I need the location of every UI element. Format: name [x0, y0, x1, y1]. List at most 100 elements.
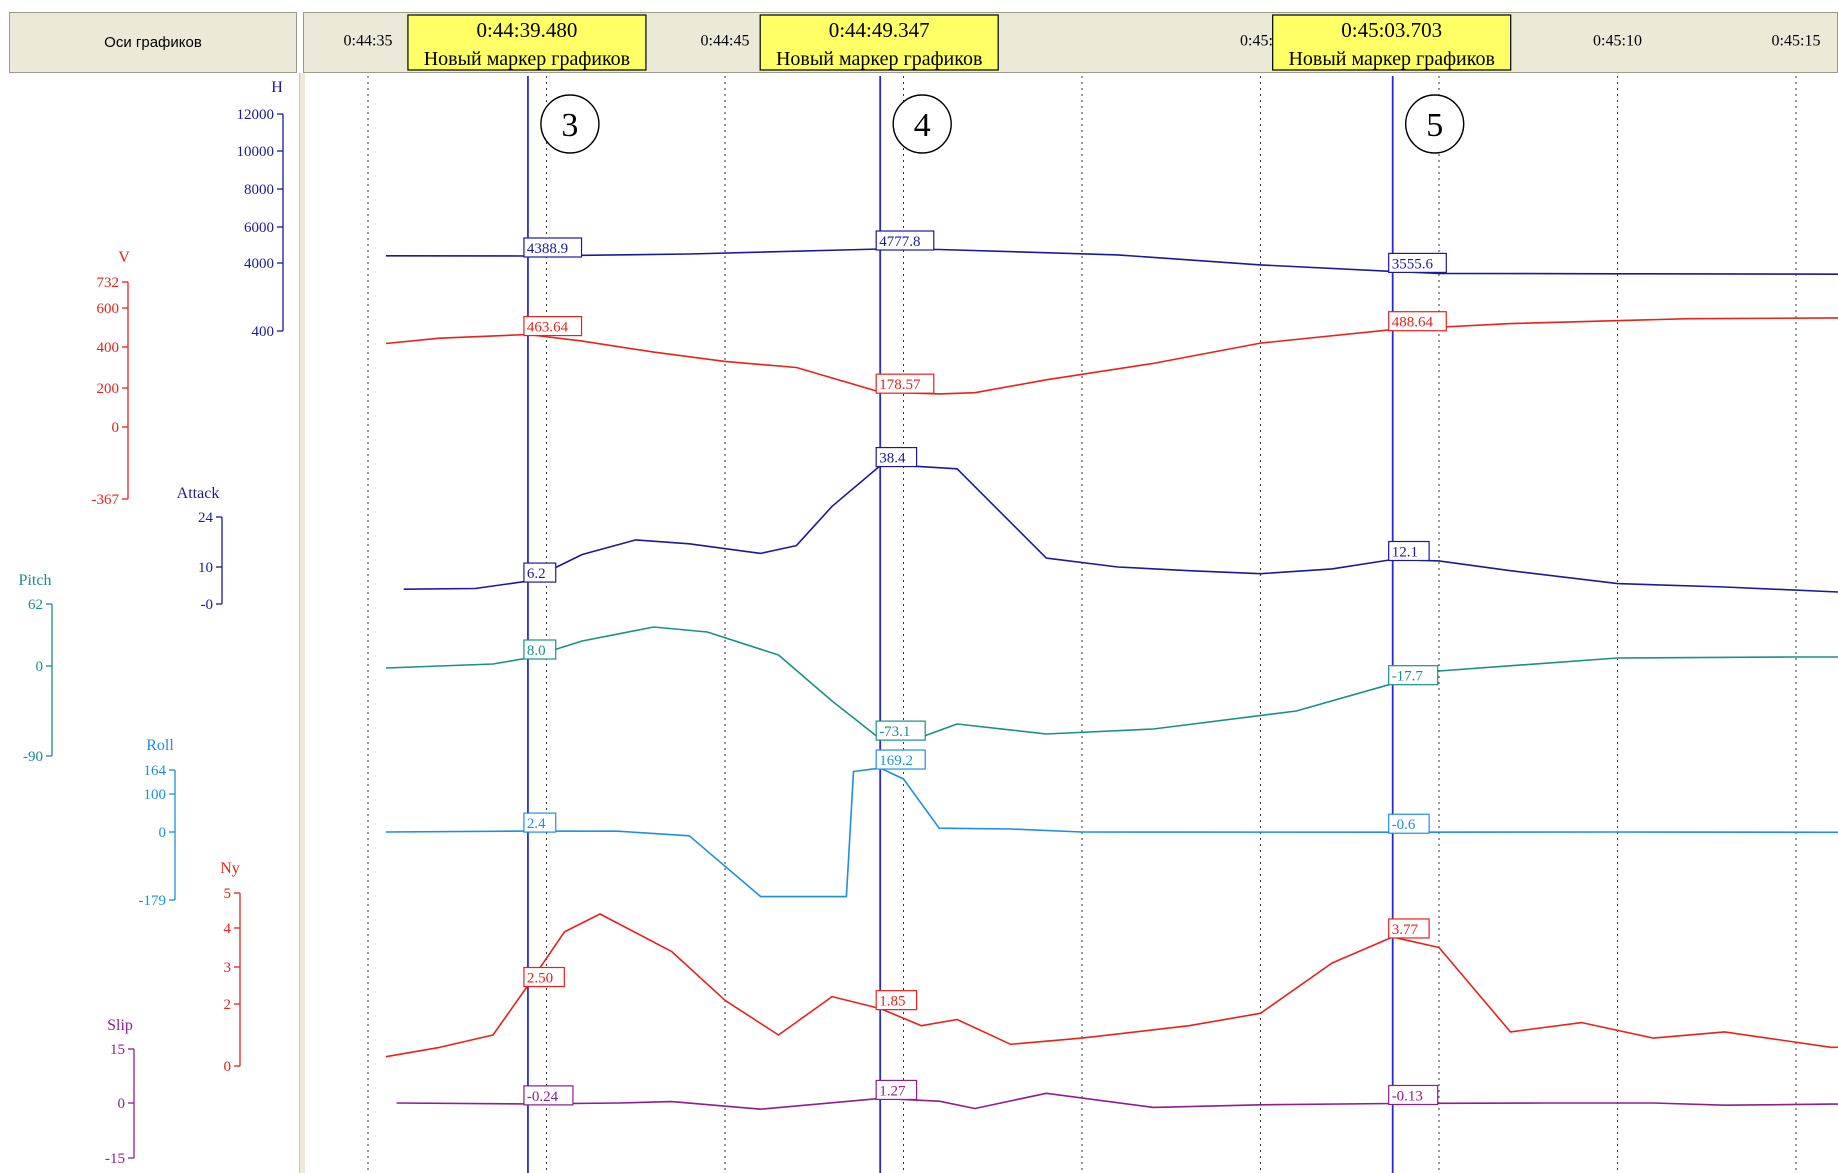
time-tick-label-2: 0:44:45 [701, 33, 750, 50]
v-axis-tick-label-3: 200 [97, 381, 120, 397]
v-axis-tick-label-5: -367 [92, 492, 120, 508]
pitch-marker-value-2: -17.7 [1392, 669, 1424, 685]
ny-series-line [385, 913, 1838, 1058]
marker-number-circle-2 [1404, 94, 1465, 154]
pitch-marker-value-1: -73.1 [879, 724, 910, 740]
ny-axis-tick-label-2: 3 [224, 960, 232, 976]
slip-marker-value-0: -0.24 [527, 1089, 559, 1105]
ny-axis-title: Ny [220, 860, 240, 877]
v-marker-value-0: 463.64 [527, 320, 569, 336]
pitch-axis-tick-label-2: -90 [23, 749, 43, 765]
ny-axis-tick-label-4: 0 [224, 1059, 232, 1075]
attack-axis-title: Attack [177, 485, 220, 502]
roll-series-line [385, 767, 1838, 898]
v-axis-title: V [118, 249, 130, 266]
marker-number-2: 5 [1426, 107, 1443, 144]
slip-marker-value-box-0 [523, 1085, 574, 1106]
slip-axis-title: Slip [107, 1017, 133, 1034]
pitch-series-line [385, 626, 1838, 740]
attack-marker-value-box-2 [1388, 540, 1430, 562]
v-series-line [385, 317, 1838, 395]
h-axis-tick-label-2: 8000 [244, 182, 274, 198]
h-marker-value-box-1 [875, 230, 935, 251]
pitch-axis-tick-label-0: 62 [28, 597, 43, 613]
attack-axis-tick-label-0: 24 [198, 510, 214, 526]
attack-axis-tick-label-1: 10 [198, 560, 213, 576]
h-marker-value-2: 3555.6 [1392, 256, 1434, 272]
attack-marker-value-2: 12.1 [1392, 545, 1418, 561]
marker-number-circle-1 [892, 94, 952, 154]
marker-name-label-1: Новый маркер графиков [776, 48, 982, 70]
panel-splitter[interactable] [299, 73, 305, 1173]
pitch-marker-value-0: 8.0 [527, 643, 546, 659]
pitch-marker-value-box-1 [875, 720, 926, 741]
h-marker-value-box-0 [523, 237, 583, 258]
h-marker-value-1: 4777.8 [879, 234, 920, 250]
roll-marker-value-2: -0.6 [1392, 817, 1416, 833]
h-axis-tick-label-5: 400 [252, 324, 275, 340]
h-marker-value-0: 4388.9 [527, 241, 568, 257]
marker-time-label-1: 0:44:49.347 [829, 18, 930, 42]
ny-axis-tick-label-0: 5 [224, 886, 232, 902]
marker-label-box-2 [1272, 14, 1512, 71]
time-tick-label-5: 0:45:0 [1240, 33, 1281, 50]
roll-marker-value-box-0 [523, 812, 557, 833]
attack-marker-value-box-1 [875, 446, 918, 468]
time-tick-label-8: 0:45:15 [1772, 33, 1821, 50]
attack-marker-value-box-0 [523, 562, 557, 583]
attack-series-line [403, 464, 1838, 593]
slip-marker-value-1: 1.27 [879, 1083, 906, 1099]
ny-marker-value-box-0 [523, 966, 565, 988]
h-axis-tick-label-4: 4000 [244, 256, 274, 272]
marker-time-label-0: 0:44:39.480 [476, 18, 577, 42]
pitch-marker-value-box-2 [1388, 665, 1439, 686]
time-tick-label-7: 0:45:10 [1593, 33, 1642, 50]
slip-marker-value-box-1 [875, 1079, 918, 1101]
slip-marker-value-2: -0.13 [1392, 1088, 1423, 1104]
h-axis-tick-label-1: 10000 [237, 144, 275, 160]
roll-marker-value-1: 169.2 [879, 753, 913, 769]
roll-axis-tick-label-0: 164 [144, 763, 167, 779]
marker-number-circle-0 [540, 94, 600, 154]
chart-axes-button-label: Оси графиков [104, 34, 202, 51]
ny-marker-value-box-2 [1388, 918, 1430, 939]
slip-marker-value-box-2 [1388, 1084, 1439, 1106]
h-axis-tick-label-3: 6000 [244, 220, 274, 236]
v-marker-value-box-2 [1388, 311, 1447, 332]
v-marker-value-2: 488.64 [1392, 315, 1434, 331]
attack-marker-value-0: 6.2 [527, 566, 546, 582]
roll-axis-tick-label-2: 0 [159, 825, 167, 841]
pitch-axis-tick-label-1: 0 [36, 659, 44, 675]
chart-axes-button[interactable]: Оси графиков [9, 12, 297, 73]
roll-marker-value-box-1 [875, 749, 926, 770]
attack-axis-tick-label-2: -0 [201, 597, 214, 613]
roll-marker-value-box-2 [1388, 813, 1430, 834]
v-axis-tick-label-1: 600 [97, 301, 120, 317]
ny-axis-tick-label-3: 2 [224, 997, 232, 1013]
h-axis-tick-label-0: 12000 [237, 107, 275, 123]
h-series-line [385, 248, 1838, 275]
ny-marker-value-1: 1.85 [879, 994, 905, 1010]
roll-axis-tick-label-1: 100 [144, 787, 167, 803]
ny-marker-value-2: 3.77 [1392, 922, 1419, 938]
h-marker-value-box-2 [1388, 252, 1447, 273]
pitch-axis-title: Pitch [19, 572, 52, 589]
roll-marker-value-0: 2.4 [527, 816, 546, 832]
v-axis-tick-label-0: 732 [97, 275, 120, 291]
marker-number-1: 4 [914, 107, 931, 144]
marker-time-label-2: 0:45:03.703 [1341, 18, 1442, 42]
slip-axis-tick-label-1: 0 [118, 1096, 126, 1112]
v-axis-tick-label-2: 400 [97, 340, 120, 356]
v-marker-value-box-0 [523, 315, 583, 337]
v-marker-value-box-1 [875, 373, 935, 394]
ny-marker-value-box-1 [875, 990, 918, 1011]
marker-number-0: 3 [561, 107, 578, 144]
marker-name-label-2: Новый маркер графиков [1288, 48, 1494, 70]
roll-axis-title: Roll [146, 737, 174, 754]
time-tick-label-0: 0:44:35 [344, 33, 393, 50]
pitch-marker-value-box-0 [523, 639, 557, 660]
slip-axis-tick-label-0: 15 [110, 1042, 125, 1058]
v-axis-tick-label-4: 0 [112, 420, 120, 436]
ny-axis-tick-label-1: 4 [224, 921, 232, 937]
